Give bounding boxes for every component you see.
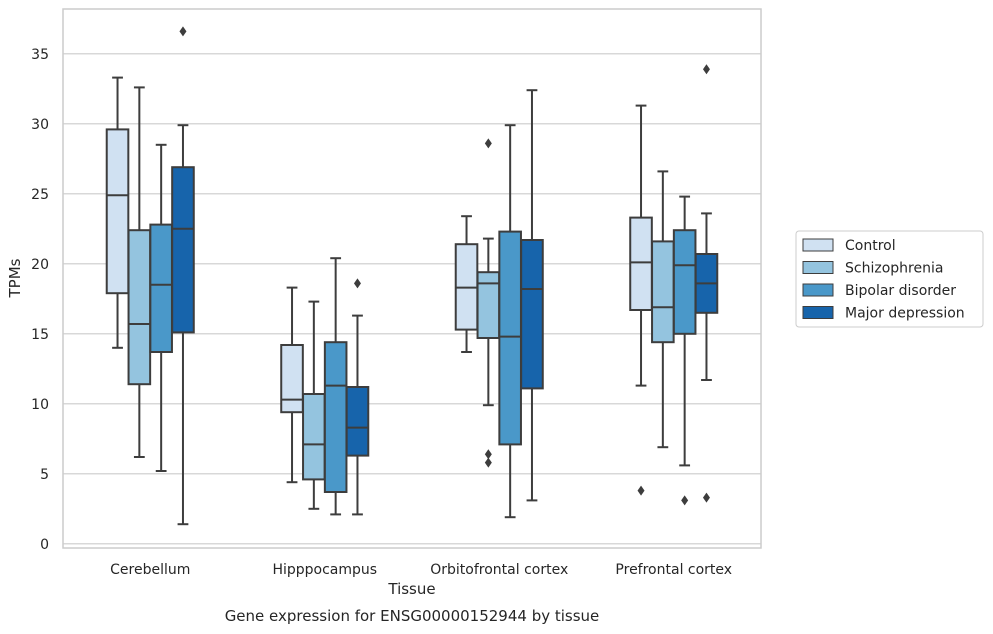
box-group <box>105 76 130 349</box>
box <box>171 166 195 334</box>
outlier-point <box>353 278 361 289</box>
box <box>629 216 653 312</box>
legend-swatch <box>802 283 834 297</box>
box-group <box>651 170 675 449</box>
outlier-point <box>681 495 689 506</box>
x-tick-labels: Cerebellum Hipppocampus Orbitofrontal cort… <box>110 562 732 578</box>
y-tick-label: 20 <box>31 257 49 273</box>
chart-caption: Gene expression for ENSG00000152944 by t… <box>225 607 600 625</box>
y-tick-label: 15 <box>31 327 49 343</box>
x-tick-label: Cerebellum <box>110 562 190 578</box>
legend-label: Schizophrenia <box>845 261 943 277</box>
box-group <box>323 257 348 516</box>
box-groups <box>105 26 719 526</box>
box <box>651 240 675 344</box>
box-group <box>127 86 152 458</box>
plot-area-frame <box>62 8 762 549</box>
x-tick-label: Orbitofrontal cortex <box>430 562 568 578</box>
outlier-point <box>179 26 187 37</box>
outlier-point <box>484 138 492 149</box>
box-group <box>476 138 501 468</box>
box <box>672 229 697 335</box>
legend-swatch <box>802 238 834 252</box>
legend-swatch <box>802 261 834 274</box>
box-group <box>520 89 544 502</box>
y-tick-label: 25 <box>31 187 49 203</box>
outlier-point <box>702 64 710 75</box>
outlier-point <box>702 492 710 503</box>
legend-frame <box>795 230 984 328</box>
box-group <box>171 26 195 526</box>
box <box>323 341 348 494</box>
y-tick-label: 5 <box>40 467 49 483</box>
box-group <box>694 64 719 503</box>
y-tick-label: 30 <box>31 117 49 133</box>
box-group <box>672 195 697 506</box>
outlier-point <box>637 485 645 496</box>
outlier-point <box>484 457 492 468</box>
box <box>345 386 370 457</box>
box <box>149 223 173 354</box>
box-group <box>280 286 304 484</box>
legend-label: Major depression <box>845 306 965 322</box>
legend-swatch <box>802 306 834 319</box>
box <box>476 271 501 340</box>
box <box>280 344 304 414</box>
box-group <box>302 300 326 510</box>
box-group <box>149 143 173 472</box>
box <box>302 393 326 481</box>
legend-label: Bipolar disorder <box>845 283 956 299</box>
legend: Control Schizophrenia Bipolar disorder Majo… <box>795 230 984 328</box>
x-tick-label: Prefrontal cortex <box>615 562 732 578</box>
y-tick-label: 10 <box>31 397 49 413</box>
box <box>127 229 152 386</box>
y-tick-label: 0 <box>40 537 49 553</box>
y-axis-label: TPMs <box>6 258 24 298</box>
box <box>520 239 544 390</box>
box-group <box>345 278 370 516</box>
y-tick-labels: 0 5 10 15 20 25 30 35 <box>31 47 49 553</box>
box-group <box>454 215 479 353</box>
box <box>105 128 130 295</box>
box <box>498 230 522 446</box>
outlier-point <box>484 449 492 460</box>
legend-label: Control <box>845 238 896 254</box>
y-tick-label: 35 <box>31 47 49 63</box>
x-axis-label: Tissue <box>387 580 435 598</box>
x-tick-label: Hipppocampus <box>272 562 377 578</box>
box-group <box>629 104 653 496</box>
box-group <box>498 124 522 519</box>
